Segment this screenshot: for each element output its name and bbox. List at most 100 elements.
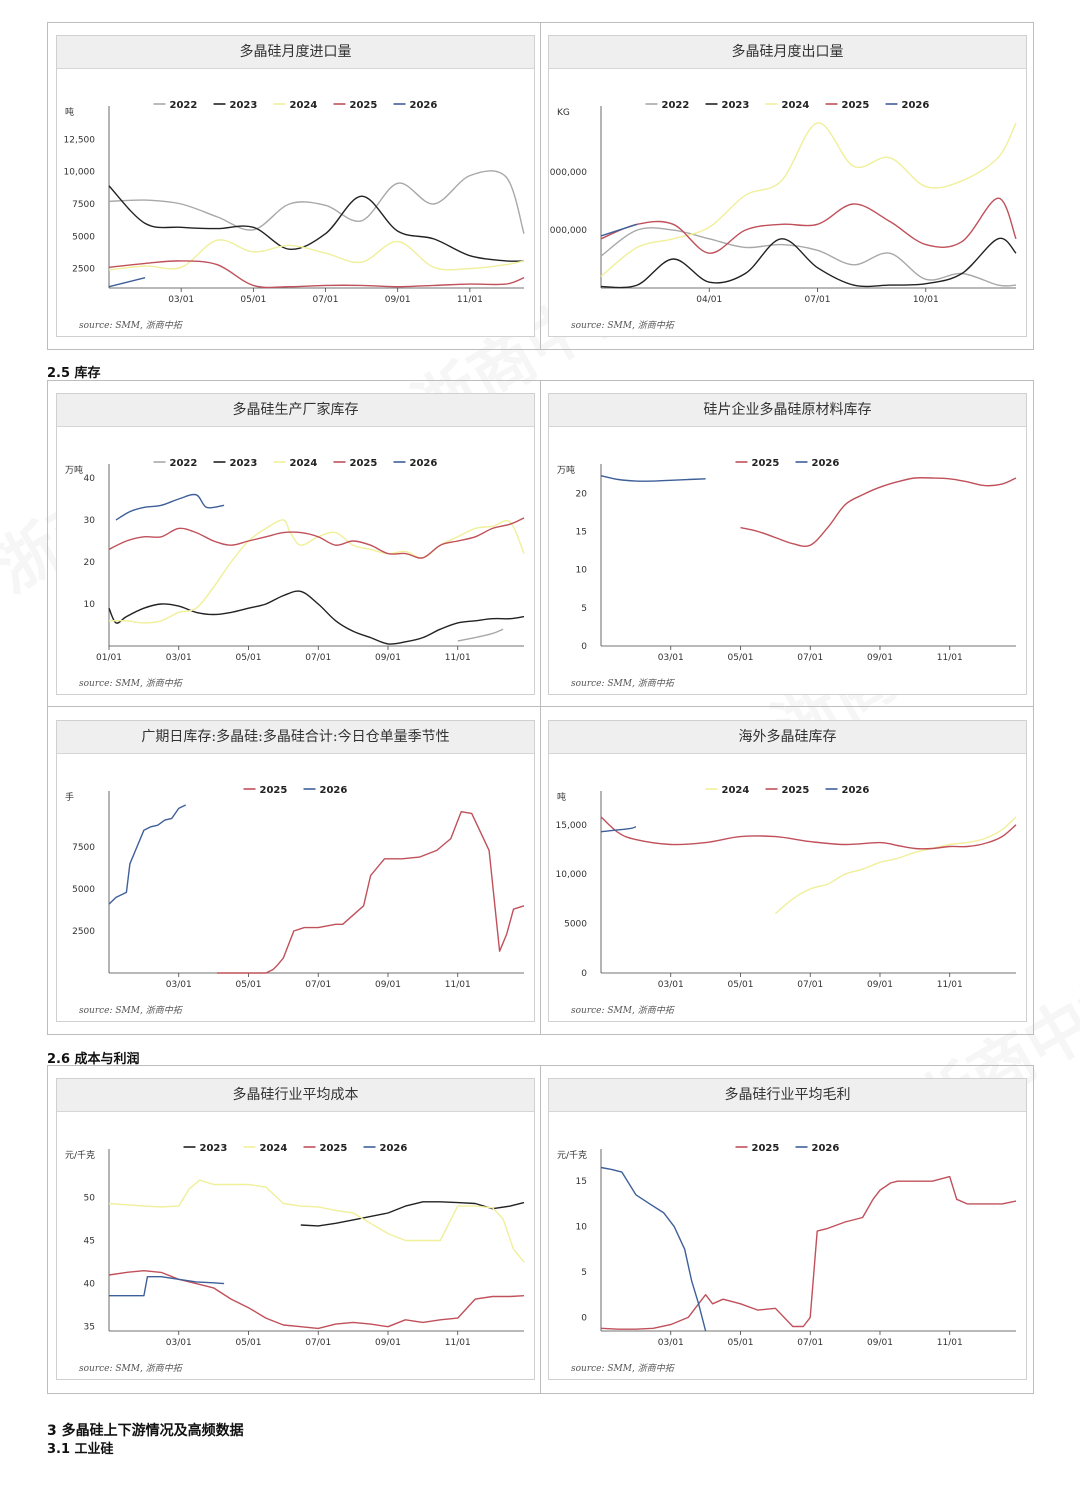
legend-label: 2025 <box>752 1143 780 1154</box>
x-tick-label: 03/01 <box>166 653 192 663</box>
y-tick-label: 7500 <box>72 200 95 210</box>
section-heading-cost-profit: 2.6 成本与利润 <box>47 1052 140 1067</box>
chart-plot: 元/千克 0 5 10 15 03/01 05/01 07/01 09/01 11/01 2025 2… <box>557 1143 1017 1348</box>
chart-plot: 吨 0 5000 10,000 15,000 03/01 05/01 07/01 09/01 11… <box>556 785 1017 990</box>
chart-title: 多晶硅月度进口量 <box>57 36 534 69</box>
x-tick-label: 09/01 <box>867 653 893 663</box>
legend-label: 2023 <box>722 100 750 111</box>
series-line-2025 <box>108 1270 525 1330</box>
x-tick-label: 03/01 <box>166 980 192 990</box>
x-tick-label: 07/01 <box>805 295 831 305</box>
y-tick-label: 2500 <box>72 927 95 937</box>
series-line-2026 <box>600 223 638 237</box>
y-unit-label: 万吨 <box>65 464 83 476</box>
series-line-2022 <box>108 170 525 234</box>
y-tick-label: 15 <box>576 1177 587 1187</box>
x-tick-label: 03/01 <box>166 1338 192 1348</box>
chart-title: 广期日库存:多晶硅:多晶硅合计:今日仓单量季节性 <box>57 721 534 754</box>
legend-label: 2025 <box>320 1143 348 1154</box>
series-line-2026 <box>109 1276 225 1297</box>
y-tick-label: 10 <box>84 600 96 610</box>
series-line-2026 <box>108 277 146 288</box>
y-tick-label: 40 <box>84 474 96 484</box>
y-tick-label: 12,500 <box>64 135 96 145</box>
y-unit-label: 手 <box>65 791 74 803</box>
chart-card-producer-inventory: 多晶硅生产厂家库存 万吨 10 20 30 40 01/01 03/01 05/01 07/01… <box>56 393 535 695</box>
chart-card-gross-margin: 多晶硅行业平均毛利 元/千克 0 5 10 15 03/01 05/01 07/01 09/01… <box>548 1078 1027 1380</box>
chart-source: source: SMM, 浙商中拓 <box>79 1006 182 1016</box>
legend-label: 2026 <box>320 785 348 796</box>
series-line-2023 <box>108 185 525 262</box>
y-tick-label: 5 <box>581 1268 587 1278</box>
x-tick-label: 09/01 <box>375 1338 401 1348</box>
y-tick-label: 7500 <box>72 843 95 853</box>
chart-title: 多晶硅月度出口量 <box>549 36 1026 69</box>
chart-card-gfex-inventory: 广期日库存:多晶硅:多晶硅合计:今日仓单量季节性 手 2500 5000 7500 03… <box>56 720 535 1022</box>
x-tick-label: 01/01 <box>96 653 122 663</box>
x-tick-label: 05/01 <box>236 980 262 990</box>
frame-divider <box>540 380 541 1034</box>
chart-source: source: SMM, 浙商中拓 <box>79 1364 182 1374</box>
y-tick-label: 10,000 <box>64 168 96 178</box>
legend-label: 2025 <box>350 458 378 469</box>
x-tick-label: 11/01 <box>445 980 471 990</box>
x-tick-label: 03/01 <box>658 980 684 990</box>
x-tick-label: 11/01 <box>445 653 471 663</box>
x-tick-label: 04/01 <box>696 295 722 305</box>
series-line-2025 <box>108 517 525 559</box>
series-line-2025 <box>600 816 1017 850</box>
series-line-2023 <box>300 1201 525 1227</box>
chart-card-export: 多晶硅月度出口量 KG 2,000,000 4,000,000 04/01 07/01 1… <box>548 35 1027 337</box>
x-tick-label: 07/01 <box>305 653 331 663</box>
x-tick-label: 11/01 <box>445 1338 471 1348</box>
series-line-2023 <box>600 237 1017 289</box>
chart-title: 多晶硅生产厂家库存 <box>57 394 534 427</box>
y-tick-label: 30 <box>84 516 96 526</box>
series-line-2023 <box>108 590 525 645</box>
x-tick-label: 11/01 <box>937 980 963 990</box>
y-tick-label: 5000 <box>72 885 95 895</box>
frame-divider <box>47 706 1033 707</box>
series-line-2024 <box>600 122 1017 277</box>
x-tick-label: 07/01 <box>797 653 823 663</box>
chart-plot: KG 2,000,000 4,000,000 04/01 07/01 10/01 2022 2… <box>549 100 1017 305</box>
legend-label: 2022 <box>170 100 198 111</box>
x-tick-label: 09/01 <box>375 980 401 990</box>
x-tick-label: 03/01 <box>658 1338 684 1348</box>
legend-label: 2025 <box>782 785 810 796</box>
y-tick-label: 50 <box>84 1193 96 1203</box>
x-tick-label: 07/01 <box>797 1338 823 1348</box>
y-unit-label: 元/千克 <box>65 1150 95 1161</box>
chart-card-overseas-inventory: 海外多晶硅库存 吨 0 5000 10,000 15,000 03/01 05/01 07/0… <box>548 720 1027 1022</box>
series-line-2024 <box>108 1179 525 1263</box>
legend-label: 2025 <box>752 458 780 469</box>
x-tick-label: 11/01 <box>457 295 483 305</box>
legend-label: 2025 <box>350 100 378 111</box>
series-line-2024 <box>108 239 525 271</box>
x-tick-label: 05/01 <box>236 1338 262 1348</box>
legend-label: 2026 <box>410 100 438 111</box>
x-tick-label: 05/01 <box>236 653 262 663</box>
chart-source: source: SMM, 浙商中拓 <box>571 679 674 689</box>
y-unit-label: 元/千克 <box>557 1150 587 1161</box>
y-tick-label: 0 <box>581 1313 587 1323</box>
y-tick-label: 2,000,000 <box>549 226 587 236</box>
y-unit-label: 万吨 <box>557 464 575 476</box>
series-line-2026 <box>600 826 637 833</box>
chart-title: 多晶硅行业平均毛利 <box>549 1079 1026 1112</box>
chart-plot: 万吨 10 20 30 40 01/01 03/01 05/01 07/01 09/01 11/01… <box>65 458 525 663</box>
chart-title: 海外多晶硅库存 <box>549 721 1026 754</box>
series-line-2025 <box>600 197 1017 254</box>
legend-label: 2024 <box>782 100 810 111</box>
y-tick-label: 15 <box>576 527 587 537</box>
y-tick-label: 5 <box>581 604 587 614</box>
legend-label: 2024 <box>260 1143 288 1154</box>
chart-card-average-cost: 多晶硅行业平均成本 元/千克 35 40 45 50 03/01 05/01 07/01 09/… <box>56 1078 535 1380</box>
y-tick-label: 35 <box>84 1323 95 1333</box>
series-line-2025 <box>217 811 525 974</box>
series-line-2022 <box>457 628 504 642</box>
section-heading-industrial-silicon: 3.1 工业硅 <box>47 1442 114 1457</box>
legend-label: 2026 <box>380 1143 408 1154</box>
x-tick-label: 05/01 <box>728 980 754 990</box>
chart-source: source: SMM, 浙商中拓 <box>79 679 182 689</box>
